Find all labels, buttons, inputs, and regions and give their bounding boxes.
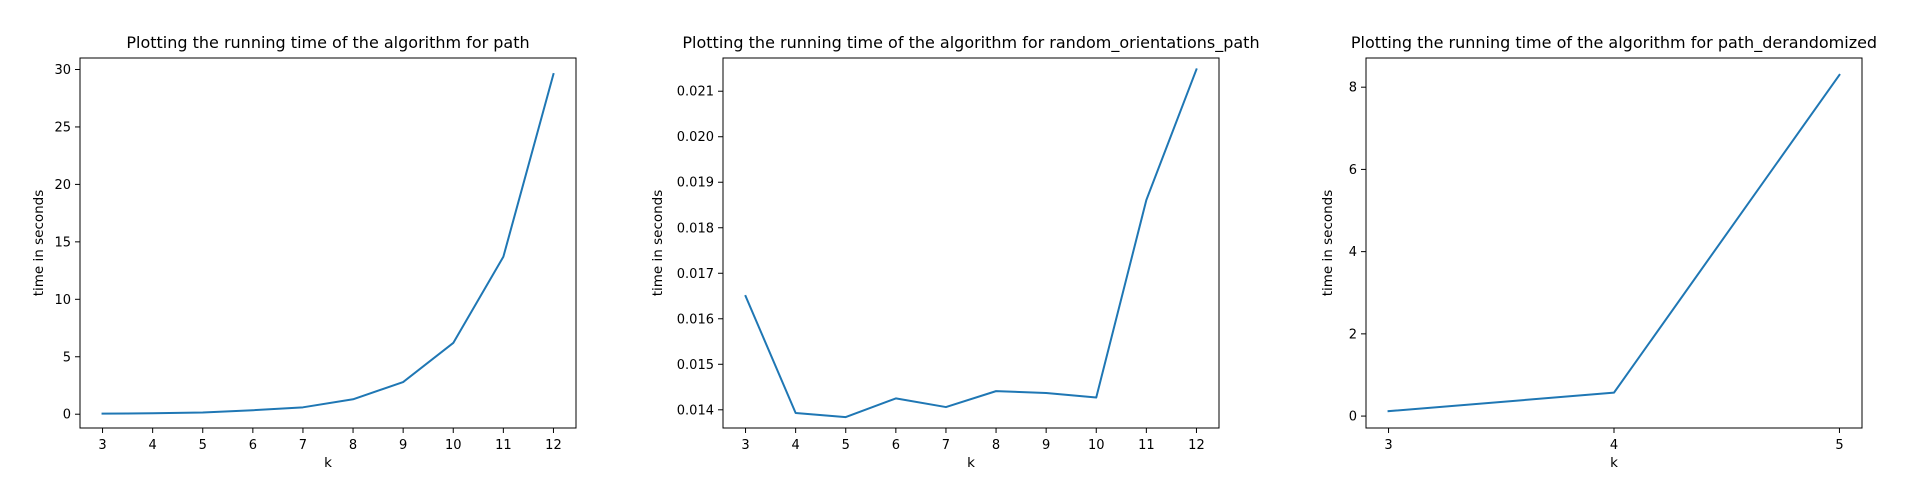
series-line <box>101 72 555 415</box>
y-tick-label: 0.017 <box>677 267 714 282</box>
series-line <box>744 68 1198 419</box>
y-tick-label: 10 <box>54 293 71 308</box>
y-axis-label: time in seconds <box>1320 190 1336 297</box>
x-tick-label: 9 <box>1042 438 1050 453</box>
x-axis-label: k <box>967 455 975 471</box>
x-tick-label: 8 <box>349 438 357 453</box>
y-tick-label: 25 <box>54 120 71 135</box>
x-tick-label: 12 <box>545 438 562 453</box>
plot-area-frame <box>1365 57 1863 429</box>
y-tick-label: 0.018 <box>677 221 714 236</box>
y-tick-label: 0.014 <box>677 403 714 418</box>
x-axis-label: k <box>324 455 332 471</box>
y-tick-label: 15 <box>54 235 71 250</box>
x-tick-label: 9 <box>399 438 407 453</box>
x-tick-label: 10 <box>445 438 462 453</box>
y-tick-label: 6 <box>1349 163 1357 178</box>
chart-title: Plotting the running time of the algorit… <box>682 33 1259 53</box>
y-tick-label: 0.016 <box>677 312 714 327</box>
y-tick-label: 0 <box>63 408 71 423</box>
y-tick-label: 20 <box>54 178 71 193</box>
x-tick-label: 7 <box>942 438 950 453</box>
x-tick-label: 12 <box>1188 438 1205 453</box>
y-tick-label: 0 <box>1349 410 1357 425</box>
y-tick-label: 8 <box>1349 81 1357 96</box>
y-tick-label: 2 <box>1349 327 1357 342</box>
y-tick-label: 30 <box>54 63 71 78</box>
x-tick-label: 6 <box>892 438 900 453</box>
x-tick-label: 4 <box>1610 438 1618 453</box>
x-tick-label: 7 <box>299 438 307 453</box>
y-tick-label: 4 <box>1349 245 1357 260</box>
subplot-random-orientations-path: Plotting the running time of the algorit… <box>650 33 1260 471</box>
x-tick-label: 8 <box>992 438 1000 453</box>
chart-title: Plotting the running time of the algorit… <box>1351 33 1877 53</box>
x-tick-label: 11 <box>1138 438 1155 453</box>
x-tick-label: 4 <box>792 438 800 453</box>
x-tick-label: 6 <box>249 438 257 453</box>
x-tick-label: 11 <box>495 438 512 453</box>
y-tick-label: 0.021 <box>677 85 714 100</box>
x-tick-label: 3 <box>741 438 749 453</box>
series-line <box>1387 73 1841 413</box>
y-tick-label: 0.019 <box>677 176 714 191</box>
subplot-path-derandomized: Plotting the running time of the algorit… <box>1320 33 1877 471</box>
x-tick-label: 3 <box>98 438 106 453</box>
x-tick-label: 5 <box>1835 438 1843 453</box>
subplot-path: Plotting the running time of the algorit… <box>31 33 577 471</box>
plot-area-frame <box>79 57 577 429</box>
x-tick-label: 4 <box>149 438 157 453</box>
y-tick-label: 5 <box>63 350 71 365</box>
x-tick-label: 5 <box>199 438 207 453</box>
x-tick-label: 10 <box>1088 438 1105 453</box>
x-axis-label: k <box>1610 455 1618 471</box>
y-axis-label: time in seconds <box>31 190 47 297</box>
x-tick-label: 3 <box>1384 438 1392 453</box>
x-tick-label: 5 <box>842 438 850 453</box>
y-axis-label: time in seconds <box>650 190 666 297</box>
chart-title: Plotting the running time of the algorit… <box>126 33 529 52</box>
y-tick-label: 0.015 <box>677 358 714 373</box>
y-tick-label: 0.020 <box>677 130 714 145</box>
plot-area-frame <box>722 57 1220 429</box>
